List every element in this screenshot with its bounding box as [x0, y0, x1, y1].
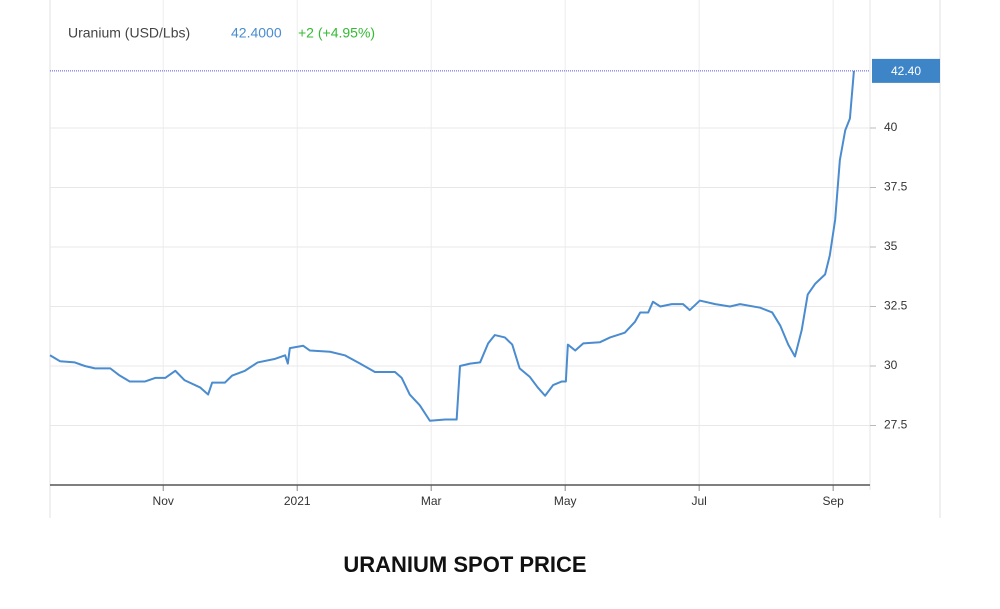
y-tick-label: 30 — [884, 358, 898, 372]
x-tick-label: Jul — [691, 494, 706, 508]
y-tick-label: 32.5 — [884, 299, 908, 313]
x-tick-label: Nov — [153, 494, 174, 508]
x-tick-label: Sep — [822, 494, 844, 508]
caption: URANIUM SPOT PRICE — [343, 552, 586, 577]
price: 42.4000 — [231, 25, 282, 41]
x-tick-label: 2021 — [284, 494, 311, 508]
x-tick-label: Mar — [421, 494, 442, 508]
y-tick-label: 35 — [884, 239, 898, 253]
price-line — [49, 70, 855, 422]
y-tick-label: 27.5 — [884, 418, 908, 432]
current-price-label: 42.40 — [891, 64, 921, 78]
y-tick-label: 40 — [884, 120, 898, 134]
change: +2 (+4.95%) — [298, 25, 375, 41]
current-price-badge — [872, 58, 940, 83]
y-tick-label: 37.5 — [884, 180, 908, 194]
chart-title: Uranium (USD/Lbs) — [68, 25, 190, 41]
x-tick-label: May — [554, 494, 577, 508]
